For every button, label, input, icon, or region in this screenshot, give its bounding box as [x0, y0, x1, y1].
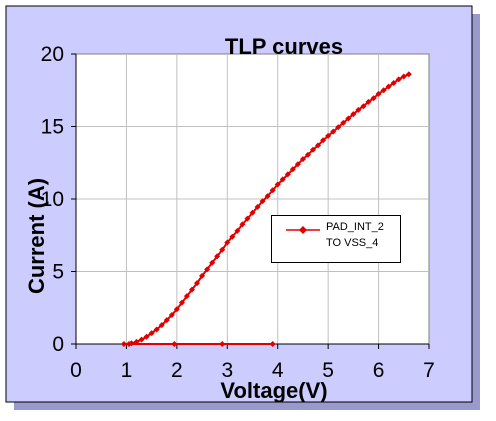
data-point: [204, 266, 211, 273]
data-point: [168, 312, 175, 318]
data-point: [320, 137, 327, 144]
data-point: [229, 233, 236, 240]
data-point: [214, 253, 221, 260]
data-point: [173, 306, 180, 313]
x-tick-label: 7: [423, 359, 435, 382]
data-point: [239, 221, 246, 228]
y-tick-label: 10: [41, 188, 64, 211]
x-tick-label: 5: [322, 359, 334, 382]
data-point: [385, 83, 392, 90]
y-axis-label: Current (A): [24, 178, 49, 294]
data-point: [163, 317, 170, 324]
legend: PAD_INT_2 TO VSS_4: [271, 215, 401, 263]
data-point: [178, 299, 185, 306]
data-point: [153, 326, 160, 333]
data-point: [345, 115, 352, 122]
data-point: [330, 128, 337, 135]
data-point: [279, 176, 286, 183]
data-point: [390, 80, 397, 86]
data-point: [249, 209, 256, 216]
data-point: [355, 106, 362, 113]
data-point: [310, 146, 317, 153]
x-axis-label: Voltage(V): [220, 378, 327, 403]
series-layer: [120, 71, 412, 347]
data-point: [171, 341, 178, 347]
data-point: [360, 103, 367, 110]
data-point: [375, 90, 382, 97]
data-point: [194, 280, 201, 287]
x-tick-label: 1: [121, 359, 133, 382]
data-point: [340, 119, 347, 126]
data-point: [350, 111, 357, 118]
data-point: [395, 76, 402, 83]
data-point: [294, 161, 301, 168]
data-point: [234, 227, 241, 234]
data-point: [259, 198, 266, 205]
data-point: [224, 239, 231, 246]
data-point: [274, 181, 281, 188]
data-point: [183, 293, 190, 300]
data-point: [335, 124, 342, 131]
data-point: [370, 95, 377, 102]
data-point: [380, 87, 387, 94]
data-point: [284, 171, 291, 178]
grid-lines: [76, 54, 429, 344]
data-point: [158, 322, 165, 329]
legend-label-line-2: TO VSS_4: [326, 237, 379, 249]
data-point: [304, 151, 311, 158]
y-tick-label: 15: [41, 116, 64, 139]
data-point: [188, 286, 195, 293]
data-point: [148, 330, 155, 337]
y-tick-label: 0: [52, 333, 64, 356]
data-point: [143, 333, 150, 340]
data-point: [244, 215, 251, 222]
data-point: [365, 98, 372, 105]
legend-swatch: [286, 226, 320, 234]
data-point: [400, 73, 407, 80]
data-point: [269, 187, 276, 194]
chart-title: TLP curves: [225, 34, 343, 59]
data-point: [219, 341, 226, 347]
data-point: [289, 166, 296, 173]
data-point: [264, 193, 271, 200]
x-tick-label: 4: [272, 359, 284, 382]
data-point: [209, 259, 216, 266]
data-point: [199, 272, 206, 279]
data-point: [133, 338, 140, 345]
data-point: [128, 340, 135, 347]
data-point: [120, 341, 127, 347]
x-tick-label: 2: [171, 359, 183, 382]
data-point: [315, 142, 322, 149]
y-tick-label: 20: [41, 43, 64, 66]
y-tick-label: 5: [52, 261, 64, 284]
data-point: [325, 132, 332, 139]
x-tick-label: 3: [221, 359, 233, 382]
x-tick-label: 0: [70, 359, 82, 382]
data-point: [405, 71, 412, 78]
tick-labels: 0 1 2 3 4 5 6 7 0 5 10 15 20: [41, 43, 435, 382]
data-point: [269, 341, 276, 347]
data-point: [138, 336, 145, 343]
data-point: [299, 156, 306, 163]
x-tick-label: 6: [373, 359, 385, 382]
data-point: [219, 246, 226, 253]
legend-label-line-1: PAD_INT_2: [326, 221, 384, 233]
data-point: [254, 203, 261, 210]
